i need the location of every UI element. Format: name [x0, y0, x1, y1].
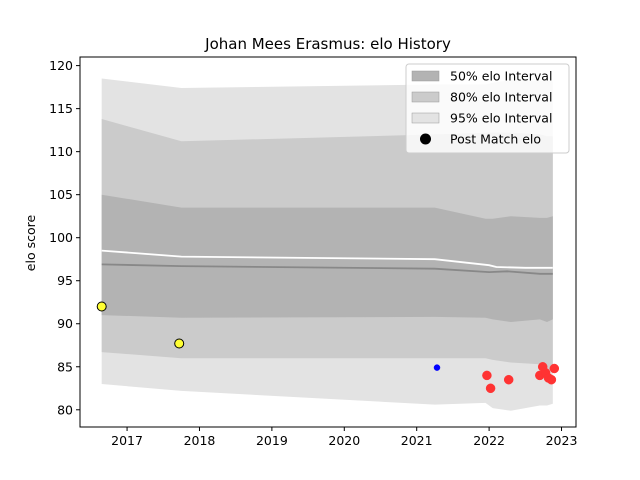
legend-swatch: [411, 112, 440, 124]
plot-frame: [79, 56, 577, 428]
y-tick-label: 100: [49, 230, 73, 245]
x-tick-label: 2019: [256, 433, 288, 448]
legend: 50% elo Interval 80% elo Interval 95% elo …: [405, 63, 570, 154]
y-tick-label: 95: [57, 273, 73, 288]
post-match-point: [503, 374, 514, 385]
axes: 2017 2018 2019 2020 2021 2022 2023 80 85 90 95 100 1…: [49, 56, 578, 448]
y-tick-label: 115: [49, 101, 73, 116]
post-match-point: [433, 364, 441, 371]
y-tick-label: 105: [49, 187, 73, 202]
legend-label: Post Match elo: [450, 132, 541, 147]
post-match-point: [96, 301, 107, 312]
legend-swatch: [411, 91, 440, 103]
post-match-point: [549, 363, 560, 374]
mean-elo-line: [101, 249, 553, 269]
legend-marker: [420, 133, 431, 145]
post-match-point: [482, 370, 492, 381]
legend-label: 50% elo Interval: [450, 69, 552, 84]
legend-label: 95% elo Interval: [450, 111, 552, 126]
legend-swatch: [411, 70, 440, 82]
post-match-point: [174, 338, 185, 349]
x-tick-label: 2021: [401, 433, 433, 448]
y-tick-label: 110: [49, 144, 73, 159]
y-tick-label: 85: [57, 359, 73, 374]
x-tick-label: 2020: [328, 433, 360, 448]
y-tick-label: 80: [57, 402, 73, 417]
x-tick-label: 2017: [111, 433, 143, 448]
chart-title: Johan Mees Erasmus: elo History: [204, 35, 451, 53]
y-tick-label: 120: [49, 58, 73, 73]
post-match-point: [546, 374, 557, 385]
post-match-point: [485, 383, 496, 394]
legend-box: [405, 63, 570, 154]
x-tick-label: 2022: [473, 433, 505, 448]
median-elo-line: [101, 263, 553, 275]
plot-area: [96, 78, 560, 411]
y-tick-label: 90: [57, 316, 73, 331]
legend-label: 80% elo Interval: [450, 90, 552, 105]
x-tick-label: 2018: [184, 433, 216, 448]
x-tick-label: 2023: [546, 433, 578, 448]
y-axis-title: elo score: [23, 215, 38, 272]
plot-content: [96, 78, 560, 411]
